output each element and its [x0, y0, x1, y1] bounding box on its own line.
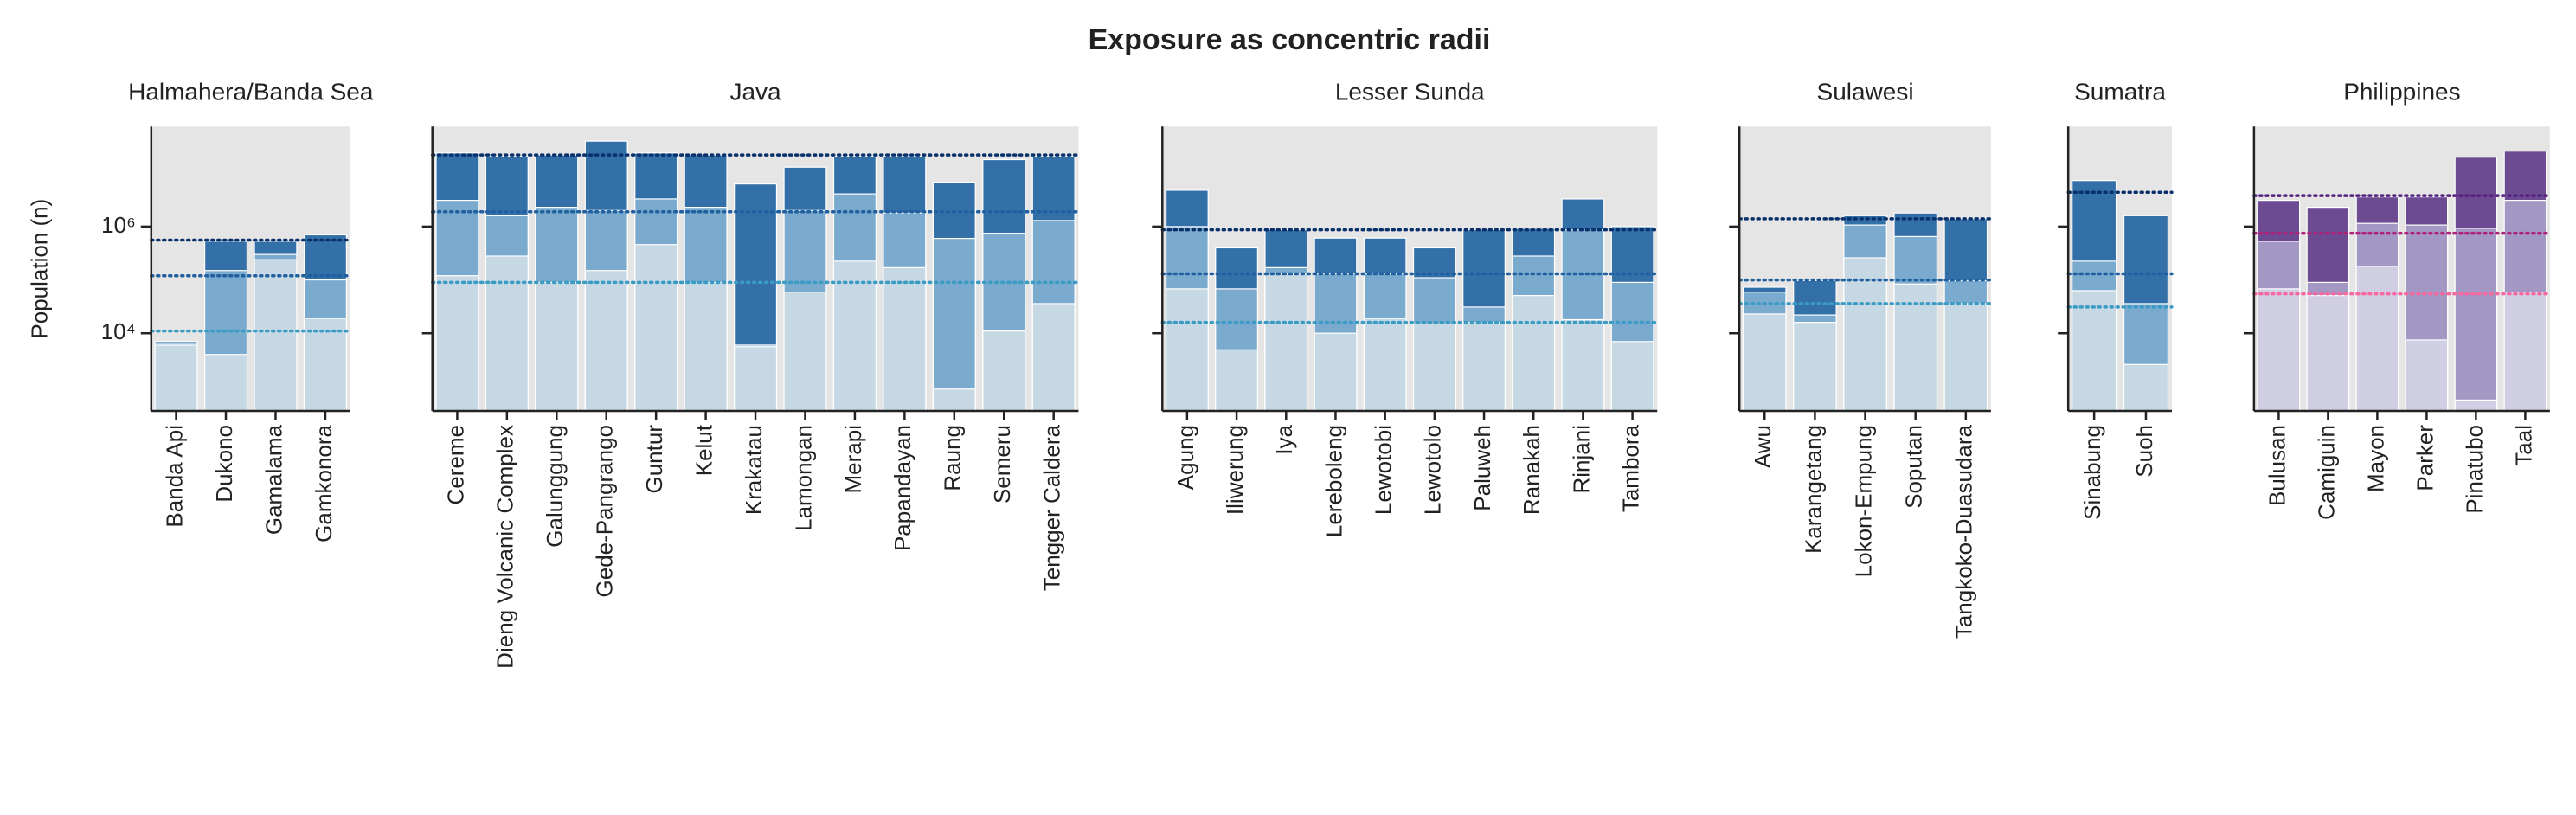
- chart-title: Exposure as concentric radii: [1089, 23, 1491, 56]
- bar: [1610, 341, 1654, 412]
- x-tick-label: Awu: [1750, 425, 1776, 468]
- x-tick-label: Gede-Pangrango: [592, 425, 618, 597]
- x-tick-label: Bulusan: [2264, 425, 2290, 506]
- bar: [1031, 303, 1076, 412]
- x-tick-label: Gamkonora: [311, 424, 337, 542]
- x-tick-label: Taal: [2510, 425, 2536, 466]
- x-tick-label: Lokon-Empung: [1850, 425, 1876, 577]
- bar: [1943, 303, 1988, 412]
- bar: [1165, 288, 1209, 412]
- bar: [2072, 290, 2117, 412]
- x-tick-label: Iliwerung: [1222, 425, 1248, 515]
- x-tick-label: Suoh: [2131, 425, 2157, 478]
- x-tick-label: Lamongan: [790, 425, 816, 531]
- bar: [1215, 349, 1258, 412]
- bar: [1264, 273, 1308, 412]
- bar: [254, 259, 298, 412]
- bar: [932, 237, 976, 412]
- bar: [1462, 322, 1506, 412]
- x-tick-label: Cereme: [442, 425, 468, 504]
- bar: [832, 260, 877, 412]
- bar: [2503, 292, 2547, 412]
- panel-title: Philippines: [2343, 79, 2460, 106]
- y-axis-label: Population (n): [26, 199, 52, 339]
- x-tick-label: Rinjani: [1568, 425, 1594, 494]
- bar: [1412, 323, 1456, 412]
- bar: [2123, 363, 2169, 412]
- panel-title: Sumatra: [2074, 79, 2166, 106]
- bar: [2257, 288, 2301, 412]
- x-tick-label: Tangkoko-Duasudara: [1951, 424, 1977, 639]
- bar: [535, 281, 579, 412]
- bar: [734, 346, 778, 412]
- x-tick-label: Krakatau: [741, 425, 767, 515]
- bar: [1561, 318, 1605, 412]
- x-tick-label: Dieng Volcanic Complex: [492, 425, 518, 669]
- x-tick-label: Parker: [2412, 425, 2438, 491]
- bar: [584, 270, 628, 412]
- x-tick-label: Sinabung: [2079, 425, 2105, 520]
- bar: [2454, 228, 2498, 412]
- bar: [303, 318, 347, 412]
- x-tick-label: Banda Api: [161, 425, 187, 528]
- x-tick-label: Tengger Caldera: [1039, 424, 1065, 591]
- bar: [1843, 257, 1887, 412]
- bar: [2454, 399, 2498, 412]
- bar: [982, 330, 1026, 412]
- x-tick-label: Agung: [1172, 425, 1198, 490]
- x-tick-label: Merapi: [840, 425, 866, 493]
- panel-title: Halmahera/Banda Sea: [128, 79, 374, 106]
- bar: [1893, 283, 1937, 412]
- plot-background: [2253, 126, 2550, 412]
- bar: [1512, 295, 1556, 412]
- x-tick-label: Ranakah: [1519, 425, 1545, 515]
- x-tick-label: Guntur: [641, 425, 667, 494]
- x-tick-label: Dukono: [211, 425, 237, 503]
- x-tick-label: Galunggung: [542, 425, 568, 548]
- bar: [684, 281, 728, 412]
- x-tick-label: Mayon: [2362, 425, 2388, 492]
- bar: [485, 255, 529, 412]
- bar: [2306, 295, 2350, 412]
- x-tick-label: Kelut: [691, 424, 716, 476]
- bar: [2405, 339, 2449, 412]
- x-tick-label: Soputan: [1901, 425, 1927, 509]
- x-tick-label: Iya: [1271, 424, 1297, 454]
- x-tick-label: Pinatubo: [2461, 425, 2487, 514]
- bar: [783, 292, 827, 412]
- bar: [2355, 266, 2399, 412]
- y-tick-label: 10⁴: [101, 318, 136, 344]
- panel-title: Lesser Sunda: [1335, 79, 1485, 106]
- bar: [1314, 332, 1358, 412]
- x-tick-label: Semeru: [989, 425, 1015, 504]
- y-tick-label: 10⁶: [101, 212, 136, 238]
- x-tick-label: Karangetang: [1800, 425, 1826, 554]
- x-tick-label: Camiguin: [2313, 425, 2339, 520]
- bar: [1363, 318, 1407, 412]
- bar: [435, 275, 479, 412]
- panel-title: Sulawesi: [1817, 79, 1914, 106]
- bar: [203, 354, 248, 412]
- bar: [154, 344, 198, 412]
- x-tick-label: Raung: [940, 425, 966, 491]
- bar: [634, 244, 678, 412]
- x-tick-label: Papandayan: [890, 425, 915, 551]
- bar: [883, 266, 927, 412]
- x-tick-label: Lewotolo: [1420, 425, 1446, 515]
- x-tick-label: Paluweh: [1469, 425, 1495, 511]
- bar: [1793, 322, 1837, 412]
- x-tick-label: Lewotobi: [1371, 425, 1397, 515]
- x-tick-label: Tambora: [1617, 424, 1643, 512]
- bar: [1742, 313, 1787, 412]
- bar: [932, 388, 976, 412]
- panel-title: Java: [729, 79, 781, 106]
- x-tick-label: Gamalama: [260, 424, 286, 535]
- x-tick-label: Lereboleng: [1320, 425, 1346, 537]
